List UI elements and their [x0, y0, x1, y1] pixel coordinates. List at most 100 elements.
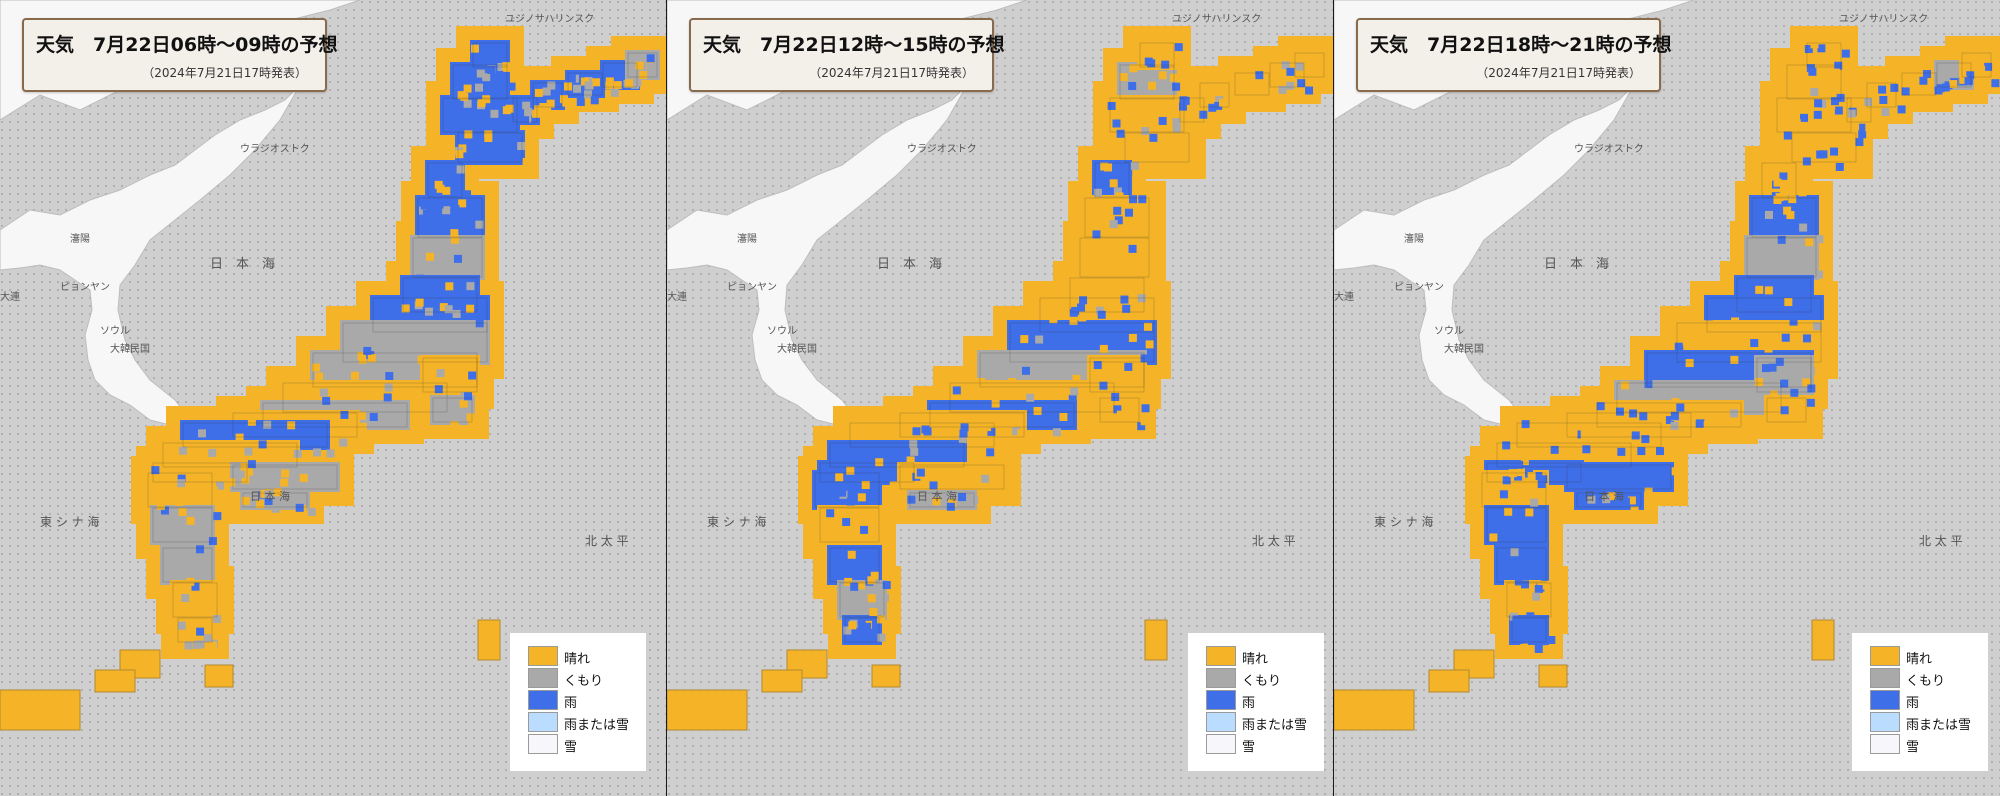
rain-swatch — [1206, 690, 1236, 710]
forecast-mesh-cell — [1114, 320, 1123, 329]
coastline — [1294, 52, 1325, 78]
coastline — [162, 442, 298, 468]
forecast-mesh-cell — [1547, 635, 1556, 644]
rain-or-snow-swatch — [528, 712, 558, 732]
forecast-mesh-cell — [1847, 109, 1856, 118]
coastline — [979, 352, 1145, 388]
forecast-cell — [1749, 195, 1819, 240]
island-area — [786, 649, 828, 679]
forecast-mesh-cell — [1621, 381, 1630, 390]
forecast-mesh-cell — [1118, 237, 1127, 246]
forecast-mesh-cell — [547, 81, 556, 90]
map-place-label: 瀋陽 — [70, 232, 90, 245]
forecast-mesh-cell — [450, 235, 459, 244]
coastline — [844, 617, 880, 643]
coastline — [262, 402, 408, 428]
forecast-mesh-cell — [929, 481, 938, 490]
forecast-mesh-cell — [1182, 140, 1191, 149]
forecast-mesh-cell — [1111, 392, 1120, 401]
forecast-mesh-cell — [1665, 416, 1674, 425]
forecast-mesh-cell — [1685, 359, 1694, 368]
forecast-mesh-cell — [1627, 496, 1636, 505]
forecast-mesh-cell — [1941, 83, 1950, 92]
forecast-mesh-cell — [1781, 394, 1790, 403]
forecast-mesh-cell — [1068, 394, 1077, 403]
forecast-mesh-cell — [477, 99, 486, 108]
forecast-mesh-cell — [1116, 129, 1125, 138]
forecast-mesh-cell — [505, 104, 514, 113]
map-place-label: 瀋陽 — [1404, 232, 1424, 245]
forecast-mesh-cell — [1753, 293, 1762, 302]
forecast-mesh-cell — [1128, 371, 1137, 380]
forecast-mesh-cell — [1558, 463, 1567, 472]
forecast-mesh-cell — [877, 615, 886, 624]
forecast-mesh-cell — [517, 109, 526, 118]
forecast-mesh-cell — [1789, 402, 1798, 411]
forecast-mesh-cell — [177, 621, 186, 630]
forecast-mesh-cell — [1964, 77, 1973, 86]
forecast-mesh-cell — [1124, 208, 1133, 217]
forecast-mesh-cell — [417, 355, 426, 364]
coastline — [1961, 52, 1992, 78]
coastline — [899, 464, 1005, 490]
forecast-mesh-cell — [1119, 73, 1128, 82]
forecast-mesh-cell — [906, 460, 915, 469]
map-place-label: 日 本 海 — [917, 489, 957, 503]
forecast-mesh-cell — [468, 140, 477, 149]
legend-label: くもり — [564, 674, 604, 689]
forecast-mesh-cell — [193, 505, 202, 514]
coastline — [1039, 297, 1155, 333]
forecast-mesh-cell — [1295, 62, 1304, 71]
forecast-mesh-cell — [1534, 644, 1543, 653]
forecast-mesh-cell — [970, 495, 979, 504]
forecast-mesh-cell — [320, 364, 329, 373]
forecast-mesh-cell — [263, 420, 272, 429]
forecast-mesh-cell — [1179, 102, 1188, 111]
map-place-label: 日 本 海 — [210, 257, 275, 272]
forecast-mesh-cell — [1108, 262, 1117, 271]
map-place-label: 北 太 平 — [585, 533, 629, 548]
coastline — [342, 322, 488, 363]
map-place-label: ウラジオストク — [907, 143, 977, 155]
forecast-mesh-cell — [212, 615, 221, 624]
forecast-mesh-cell — [1679, 328, 1688, 337]
forecast-mesh-cell — [313, 448, 322, 457]
forecast-mesh-cell — [458, 199, 467, 208]
forecast-mesh-cell — [877, 633, 886, 642]
forecast-mesh-cell — [1781, 333, 1790, 342]
map-place-label: 大連 — [1334, 290, 1354, 303]
forecast-mesh-cell — [1512, 615, 1521, 624]
forecast-mesh-cell — [471, 297, 480, 306]
forecast-mesh-cell — [1129, 195, 1138, 204]
forecast-mesh-cell — [464, 392, 473, 401]
forecast-mesh-cell — [1773, 178, 1782, 187]
forecast-mesh-cell — [1486, 506, 1495, 515]
forecast-mesh-cell — [1966, 71, 1975, 80]
forecast-mesh-cell — [960, 423, 969, 432]
forecast-mesh-cell — [1533, 506, 1542, 515]
legend-label: 雨または雪 — [564, 718, 630, 733]
coastline — [1099, 397, 1140, 423]
forecast-mesh-cell — [1532, 592, 1541, 601]
forecast-mesh-cell — [1730, 355, 1739, 364]
forecast-mesh-cell — [916, 468, 925, 477]
panel-title: 天気 7月22日12時～15時の予想 — [703, 34, 1005, 56]
forecast-mesh-cell — [1831, 68, 1840, 77]
map-place-label: 大連 — [0, 290, 20, 303]
forecast-mesh-cell — [203, 634, 212, 643]
forecast-mesh-cell — [1525, 508, 1534, 517]
forecast-cell — [1564, 462, 1674, 492]
forecast-mesh-cell — [460, 92, 469, 101]
forecast-mesh-cell — [1517, 430, 1526, 439]
forecast-mesh-cell — [1072, 374, 1081, 383]
coastline — [1009, 322, 1155, 363]
forecast-mesh-cell — [1761, 364, 1770, 373]
forecast-mesh-cell — [1139, 237, 1148, 246]
forecast-mesh-cell — [482, 95, 491, 104]
forecast-mesh-cell — [1181, 155, 1190, 164]
forecast-mesh-cell — [319, 388, 328, 397]
forecast-mesh-cell — [958, 493, 967, 502]
forecast-mesh-cell — [534, 88, 543, 97]
forecast-mesh-cell — [1017, 429, 1026, 438]
forecast-mesh-cell — [1052, 428, 1061, 437]
